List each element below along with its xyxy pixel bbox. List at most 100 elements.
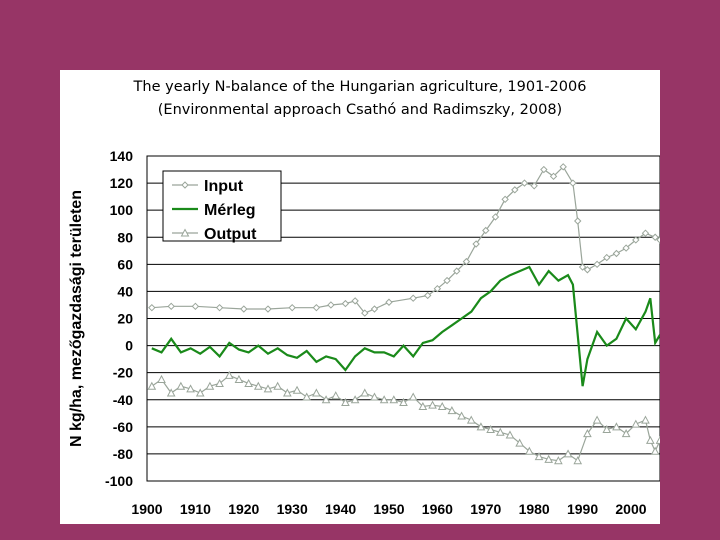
y-tick-label: 80 bbox=[117, 229, 133, 245]
x-tick-label: 1900 bbox=[131, 501, 162, 517]
data-point bbox=[563, 449, 573, 458]
data-point bbox=[559, 163, 567, 171]
series-mrleg bbox=[151, 265, 661, 387]
data-point bbox=[215, 303, 224, 312]
data-point bbox=[437, 401, 447, 411]
data-point bbox=[166, 388, 176, 397]
x-tick-label: 1910 bbox=[180, 501, 211, 517]
data-point bbox=[288, 303, 296, 312]
data-point bbox=[341, 299, 350, 308]
data-point bbox=[191, 302, 200, 311]
series-line-output bbox=[151, 374, 661, 462]
x-tick-label: 1930 bbox=[277, 501, 308, 517]
data-point bbox=[157, 374, 166, 383]
data-point bbox=[215, 378, 224, 387]
legend-box bbox=[162, 170, 282, 242]
data-point bbox=[520, 179, 529, 187]
data-point bbox=[457, 411, 466, 420]
data-point bbox=[495, 427, 505, 436]
data-point bbox=[486, 424, 495, 434]
data-point bbox=[549, 172, 558, 181]
data-point bbox=[408, 392, 418, 401]
data-point bbox=[253, 381, 263, 390]
data-point bbox=[612, 422, 621, 431]
x-tick-label: 1980 bbox=[519, 501, 550, 517]
y-tick-label: 40 bbox=[117, 283, 133, 299]
data-point bbox=[621, 429, 631, 438]
data-point bbox=[234, 374, 244, 383]
data-point bbox=[534, 452, 544, 461]
data-point bbox=[360, 388, 370, 397]
data-point bbox=[472, 240, 480, 248]
data-point bbox=[655, 435, 665, 444]
data-point bbox=[240, 305, 248, 313]
data-point bbox=[540, 165, 548, 174]
data-point bbox=[476, 422, 486, 431]
y-tick-label: -100 bbox=[105, 473, 133, 489]
data-point bbox=[453, 267, 461, 275]
data-point bbox=[224, 370, 234, 379]
data-point bbox=[244, 378, 253, 387]
data-point bbox=[195, 388, 205, 397]
y-tick-label: -80 bbox=[113, 446, 133, 462]
data-point bbox=[573, 456, 583, 465]
data-point bbox=[583, 266, 592, 274]
y-tick-label: 60 bbox=[117, 256, 133, 272]
series-line-mrleg bbox=[151, 265, 661, 387]
y-tick-label: 120 bbox=[110, 175, 134, 191]
line-chart: 140 120 100 80 60 40 20 0 -20 -40 -60 -80 -100 1900 19… bbox=[68, 148, 665, 517]
data-point bbox=[530, 182, 538, 190]
data-point bbox=[574, 217, 582, 225]
data-point bbox=[592, 415, 602, 424]
legend-label: Output bbox=[204, 226, 257, 243]
slide-subtitle: (Environmental approach Csathó and Radim… bbox=[157, 102, 563, 118]
legend-marker bbox=[181, 181, 189, 189]
data-point bbox=[409, 294, 417, 302]
data-point bbox=[650, 446, 660, 455]
data-point bbox=[544, 454, 554, 463]
data-point bbox=[515, 438, 524, 447]
title-box: The yearly N-balance of the Hungarian ag… bbox=[60, 70, 660, 138]
x-tick-label: 1970 bbox=[470, 501, 501, 517]
y-tick-label: 20 bbox=[117, 311, 133, 327]
data-point bbox=[312, 388, 321, 397]
data-point bbox=[501, 195, 509, 204]
slide-title: The yearly N-balance of the Hungarian ag… bbox=[133, 79, 587, 95]
data-point bbox=[632, 236, 640, 244]
data-point bbox=[462, 257, 471, 266]
x-tick-label: 1960 bbox=[422, 501, 453, 517]
x-tick-label: 1950 bbox=[373, 501, 404, 517]
data-point bbox=[505, 430, 515, 439]
data-point bbox=[602, 424, 612, 434]
legend-label: Input bbox=[204, 178, 244, 195]
data-point bbox=[331, 391, 341, 400]
data-point bbox=[593, 260, 601, 269]
data-point bbox=[524, 446, 534, 455]
data-point bbox=[370, 392, 379, 401]
data-point bbox=[399, 397, 408, 406]
y-tick-label: -60 bbox=[113, 419, 133, 435]
y-axis-label: N kg/ha, mezőgazdasági területen bbox=[68, 190, 85, 447]
data-point bbox=[433, 285, 442, 293]
data-point bbox=[578, 263, 587, 271]
data-point bbox=[361, 309, 369, 317]
data-point bbox=[641, 415, 650, 424]
data-point bbox=[631, 419, 641, 428]
data-point bbox=[273, 381, 283, 390]
legend: Input Mérleg Output bbox=[162, 170, 282, 243]
data-point bbox=[351, 297, 359, 305]
data-point bbox=[321, 395, 331, 404]
data-point bbox=[341, 397, 350, 406]
data-point bbox=[147, 381, 157, 390]
data-point bbox=[447, 406, 457, 415]
chart-container: 140 120 100 80 60 40 20 0 -20 -40 -60 -80 -100 1900 19… bbox=[60, 138, 665, 524]
data-point bbox=[205, 381, 215, 390]
x-tick-label: 1940 bbox=[325, 501, 356, 517]
legend-marker bbox=[180, 228, 190, 237]
y-tick-label: -20 bbox=[113, 365, 133, 381]
data-point bbox=[167, 302, 175, 311]
data-point bbox=[312, 303, 321, 312]
data-point bbox=[418, 401, 428, 411]
data-point bbox=[389, 395, 399, 404]
